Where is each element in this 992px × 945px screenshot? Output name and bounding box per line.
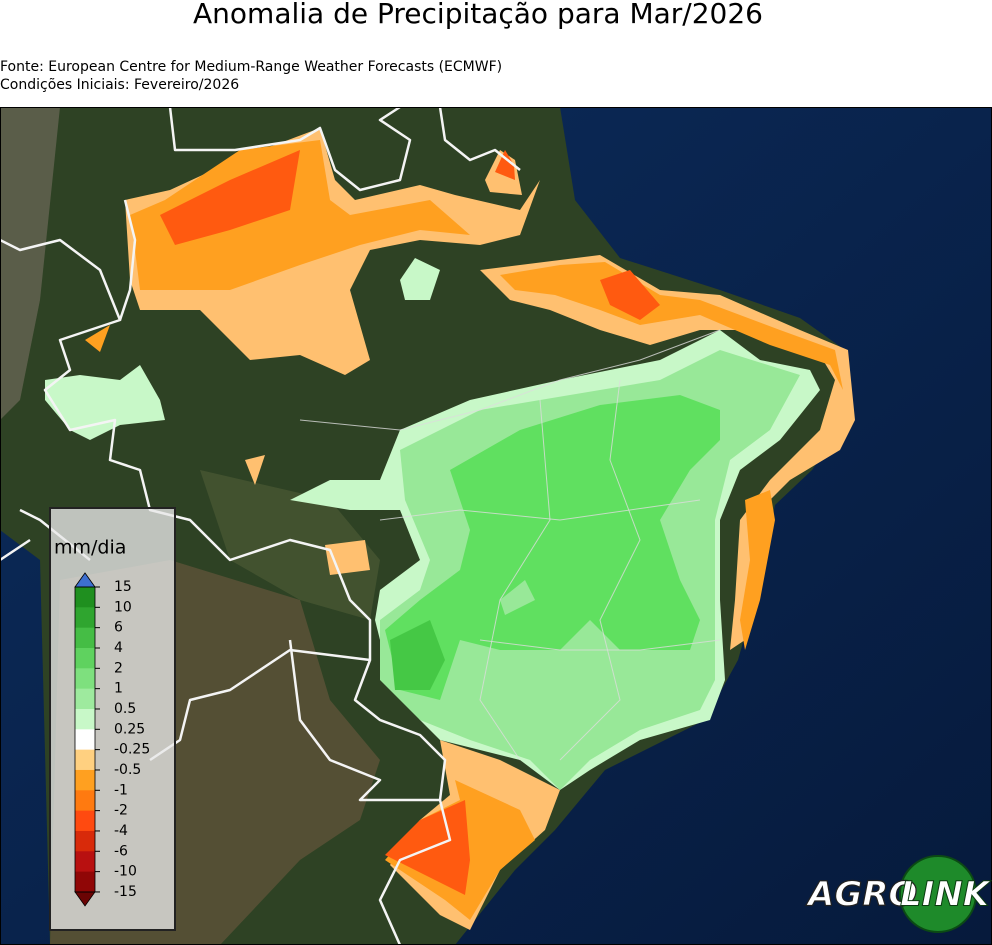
- colorbar-label: -6: [114, 843, 128, 859]
- border: [378, 799, 452, 945]
- colorbar-band: [75, 851, 95, 873]
- source: Fonte: European Centre for Medium-Range …: [0, 59, 502, 75]
- initial-conditions: Condições Iniciais: Fevereiro/2026: [0, 77, 239, 93]
- colorbar-band: [75, 749, 95, 771]
- anomaly-negative: [85, 128, 855, 930]
- anomaly-area: [45, 365, 165, 440]
- colorbar-label: 2: [114, 660, 123, 676]
- colorbar-label: 6: [114, 620, 123, 636]
- anomaly-area: [390, 620, 445, 690]
- colorbar-band: [75, 810, 95, 832]
- colorbar-band: [75, 790, 95, 812]
- anomaly-area: [740, 490, 775, 650]
- colorbar-label: 0.5: [114, 701, 136, 717]
- anomaly-area: [385, 800, 470, 895]
- colorbar-band: [75, 627, 95, 649]
- colorbar-label: -0.5: [114, 762, 141, 778]
- colorbar-band: [75, 871, 95, 893]
- state-border: [299, 329, 721, 431]
- colorbar-band: [75, 607, 95, 629]
- colorbar-band: [75, 587, 95, 608]
- anomaly-area: [600, 270, 660, 320]
- anomaly-area: [400, 258, 440, 300]
- border: [168, 105, 412, 192]
- colorbar-label: -2: [114, 803, 128, 819]
- logo-text: LINK: [900, 875, 992, 915]
- legend-box: [49, 507, 176, 931]
- border: [0, 538, 31, 562]
- colorbar-label: 4: [114, 640, 123, 656]
- colorbar-label: -15: [114, 884, 137, 900]
- anomaly-area: [495, 150, 515, 180]
- state-border: [479, 399, 551, 761]
- border: [118, 199, 137, 321]
- colorbar-band: [75, 688, 95, 710]
- anomaly-positive: [45, 258, 820, 790]
- legend-title: mm/dia: [54, 537, 126, 559]
- colorbar-label: -4: [114, 823, 128, 839]
- colorbar-band: [75, 668, 95, 690]
- colorbar-band: [75, 769, 95, 791]
- anomaly-area: [500, 262, 843, 390]
- logo-text: AGRO: [805, 875, 917, 915]
- colorbar-label: -0.25: [114, 742, 150, 758]
- colorbar-label: 1: [114, 681, 123, 697]
- anomaly-area: [130, 140, 470, 290]
- colorbar-band: [75, 729, 95, 751]
- colorbar-label: -1: [114, 782, 128, 798]
- colorbar-band: [75, 647, 95, 669]
- colorbar-label: 10: [114, 599, 132, 615]
- anomaly-area: [85, 325, 110, 352]
- land-highland: [0, 107, 60, 420]
- title: Anomalia de Precipitação para Mar/2026: [193, 0, 763, 30]
- colorbar-frame: [74, 586, 96, 893]
- border: [438, 106, 521, 171]
- borders: [0, 105, 721, 945]
- anomaly-area: [160, 150, 300, 245]
- anomaly-area: [245, 455, 265, 485]
- colorbar-label: 15: [114, 579, 132, 595]
- colorbar-band: [75, 830, 95, 852]
- state-border: [479, 639, 721, 651]
- state-border: [379, 499, 701, 521]
- state-border: [559, 379, 641, 761]
- colorbar-label: -10: [114, 864, 137, 880]
- logo: AGRO LINK: [804, 855, 992, 933]
- anomaly-area: [385, 395, 720, 700]
- legend: mm/dia 15 10 6 4 2 1 0.5 0.25 -0.25 -0.5 -1 -2 -4 -6 -…: [49, 507, 176, 931]
- colorbar-band: [75, 708, 95, 730]
- logo-circle: [899, 855, 977, 933]
- colorbar-label: 0.25: [114, 721, 145, 737]
- anomaly-area: [500, 580, 535, 615]
